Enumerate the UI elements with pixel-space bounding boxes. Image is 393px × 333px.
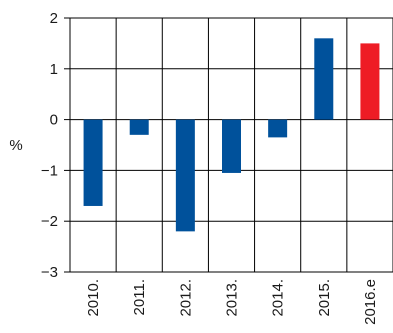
bar-2015 [314,38,334,120]
y-tick-label: 2 [50,10,58,27]
x-tick-label: 2011. [131,279,148,315]
y-tick-label: −3 [41,264,58,281]
bar-2016e [360,43,380,120]
x-tick-label: 2015. [316,279,333,317]
bar-2011 [129,119,149,135]
y-tick-label: −1 [41,162,58,179]
x-tick-label: 2016.e [362,279,379,325]
y-tick-label: 1 [50,61,58,78]
x-tick-label: 2012. [177,279,194,317]
bars [83,38,380,232]
y-tick-label: 0 [50,112,58,129]
x-tick-label: 2010. [85,279,102,317]
grid [69,17,393,273]
bar-2012 [175,119,195,232]
bar-2013 [222,119,241,173]
axes: 2 1 0 −1 −2 −3 2010. 2011. 2012. 2013. 2014. 2015. 2… [41,10,379,325]
bar-2010 [83,119,103,206]
bar-2014 [268,119,288,138]
y-axis-label: % [9,137,22,154]
y-tick-label: −2 [41,213,58,230]
x-tick-label: 2014. [270,279,287,317]
x-tick-label: 2013. [224,279,241,317]
